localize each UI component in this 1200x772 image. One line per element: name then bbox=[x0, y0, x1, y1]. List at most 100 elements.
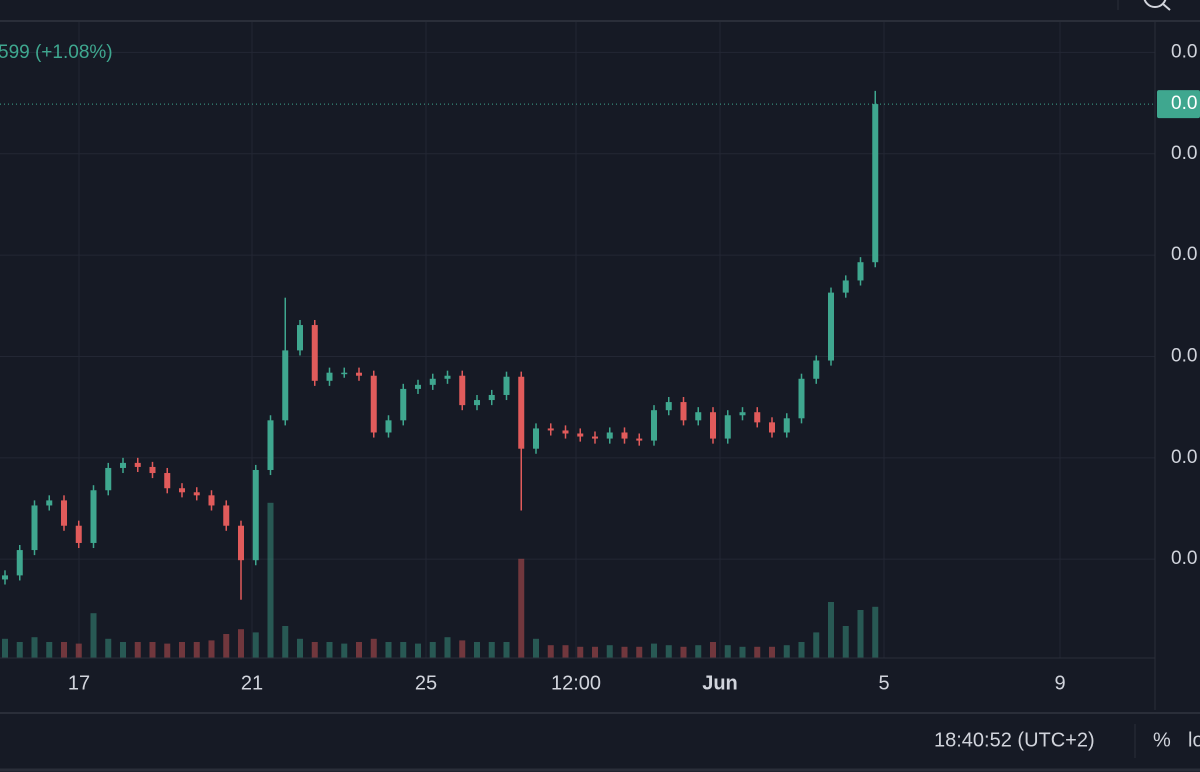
volume-bar bbox=[252, 632, 259, 658]
volume-bar bbox=[533, 638, 539, 658]
volume-bar bbox=[326, 642, 333, 658]
y-tick-label: 0.0 bbox=[1171, 41, 1197, 62]
candle-body bbox=[828, 292, 834, 361]
volume-bar bbox=[90, 613, 97, 658]
search-icon[interactable] bbox=[1143, 0, 1167, 8]
log-toggle[interactable]: lo bbox=[1188, 729, 1200, 751]
candle-body bbox=[341, 372, 348, 375]
candle-body bbox=[134, 462, 141, 467]
candle-body bbox=[223, 505, 230, 526]
volume-bar bbox=[562, 645, 569, 658]
candle-body bbox=[739, 412, 746, 416]
candle-body bbox=[724, 415, 731, 439]
candle-body bbox=[16, 550, 23, 576]
legend-change: 599 (+1.08%) bbox=[0, 42, 113, 63]
clock: 18:40:52 (UTC+2) bbox=[934, 729, 1095, 751]
percent-toggle[interactable]: % bbox=[1153, 729, 1171, 751]
volume-bar bbox=[724, 645, 731, 658]
x-tick-label: 25 bbox=[415, 672, 437, 694]
candle-layer bbox=[2, 90, 879, 600]
candle-body bbox=[518, 376, 525, 449]
candle-body bbox=[872, 104, 879, 263]
volume-bar bbox=[857, 610, 864, 658]
candle-body bbox=[710, 412, 716, 439]
candle-body bbox=[31, 505, 38, 551]
candle-body bbox=[297, 325, 303, 351]
candle-body bbox=[238, 525, 244, 561]
candle-body bbox=[120, 462, 126, 468]
volume-bar bbox=[680, 646, 687, 658]
candle-body bbox=[459, 375, 466, 406]
candle-body bbox=[783, 418, 790, 433]
candle-body bbox=[488, 394, 495, 401]
volume-bar bbox=[120, 642, 126, 658]
volume-bar bbox=[518, 558, 525, 658]
candle-body bbox=[179, 488, 185, 493]
candle-body bbox=[46, 500, 53, 506]
candle-body bbox=[282, 350, 289, 421]
volume-bar bbox=[134, 642, 141, 658]
volume-bar bbox=[223, 634, 230, 658]
candle-body bbox=[311, 325, 318, 381]
candle-body bbox=[857, 262, 864, 281]
y-tick-label: 0.0 bbox=[1171, 143, 1197, 164]
candle-body bbox=[208, 495, 215, 506]
candle-body bbox=[547, 428, 554, 431]
volume-bar bbox=[577, 646, 584, 658]
volume-bar bbox=[474, 642, 480, 658]
volume-bar bbox=[547, 645, 554, 658]
y-tick-label: 0.0 bbox=[1171, 345, 1197, 366]
x-tick-label: 17 bbox=[68, 672, 90, 694]
candle-body bbox=[267, 420, 274, 470]
x-tick-label: 21 bbox=[241, 672, 263, 694]
volume-bar bbox=[149, 642, 156, 658]
volume-bar bbox=[385, 642, 392, 658]
volume-bar bbox=[710, 642, 716, 658]
volume-bar bbox=[193, 642, 200, 658]
candle-body bbox=[680, 402, 687, 421]
y-tick-label: 0.0 bbox=[1171, 447, 1197, 468]
candle-body bbox=[252, 469, 259, 561]
candle-body bbox=[533, 428, 539, 449]
candle-body bbox=[400, 388, 407, 421]
volume-bar bbox=[31, 637, 38, 658]
candle-body bbox=[651, 410, 657, 441]
x-tick-label: 12:00 bbox=[551, 672, 601, 694]
candle-body bbox=[429, 378, 436, 385]
volume-bar bbox=[444, 637, 451, 658]
volume-bar bbox=[356, 642, 362, 658]
volume-bar bbox=[105, 638, 112, 658]
volume-bar bbox=[872, 606, 879, 658]
volume-bar bbox=[695, 645, 702, 658]
candle-body bbox=[842, 280, 849, 293]
volume-bar bbox=[813, 632, 820, 658]
candle-body bbox=[356, 372, 362, 376]
volume-bar bbox=[842, 626, 849, 658]
candle-body bbox=[592, 436, 598, 439]
x-tick-label: 9 bbox=[1054, 672, 1065, 694]
volume-bar bbox=[311, 642, 318, 658]
volume-bar bbox=[415, 643, 421, 658]
volume-bar bbox=[341, 643, 348, 658]
volume-bar bbox=[16, 642, 23, 658]
candle-body bbox=[385, 420, 392, 433]
volume-bar bbox=[208, 640, 215, 658]
candle-body bbox=[370, 375, 377, 433]
candle-body bbox=[621, 432, 628, 439]
axes: 0.0 0.0 0.0 0.0 0.0 0.0 17 21 25 12:00 Jun 5 9 0.0 bbox=[0, 41, 1200, 694]
candle-body bbox=[105, 467, 112, 491]
candle-body bbox=[75, 525, 82, 543]
grid bbox=[0, 22, 1155, 658]
candle-body bbox=[444, 375, 451, 379]
volume-bar bbox=[46, 642, 53, 658]
candle-body bbox=[754, 412, 761, 423]
x-tick-label: 5 bbox=[878, 672, 889, 694]
last-price-label: 0.0 bbox=[1171, 93, 1197, 114]
volume-bar bbox=[282, 626, 289, 658]
volume-bar bbox=[2, 638, 8, 658]
volume-bar bbox=[179, 642, 185, 658]
volume-bar bbox=[798, 642, 805, 658]
candle-body bbox=[474, 400, 480, 406]
candle-body bbox=[61, 500, 67, 526]
